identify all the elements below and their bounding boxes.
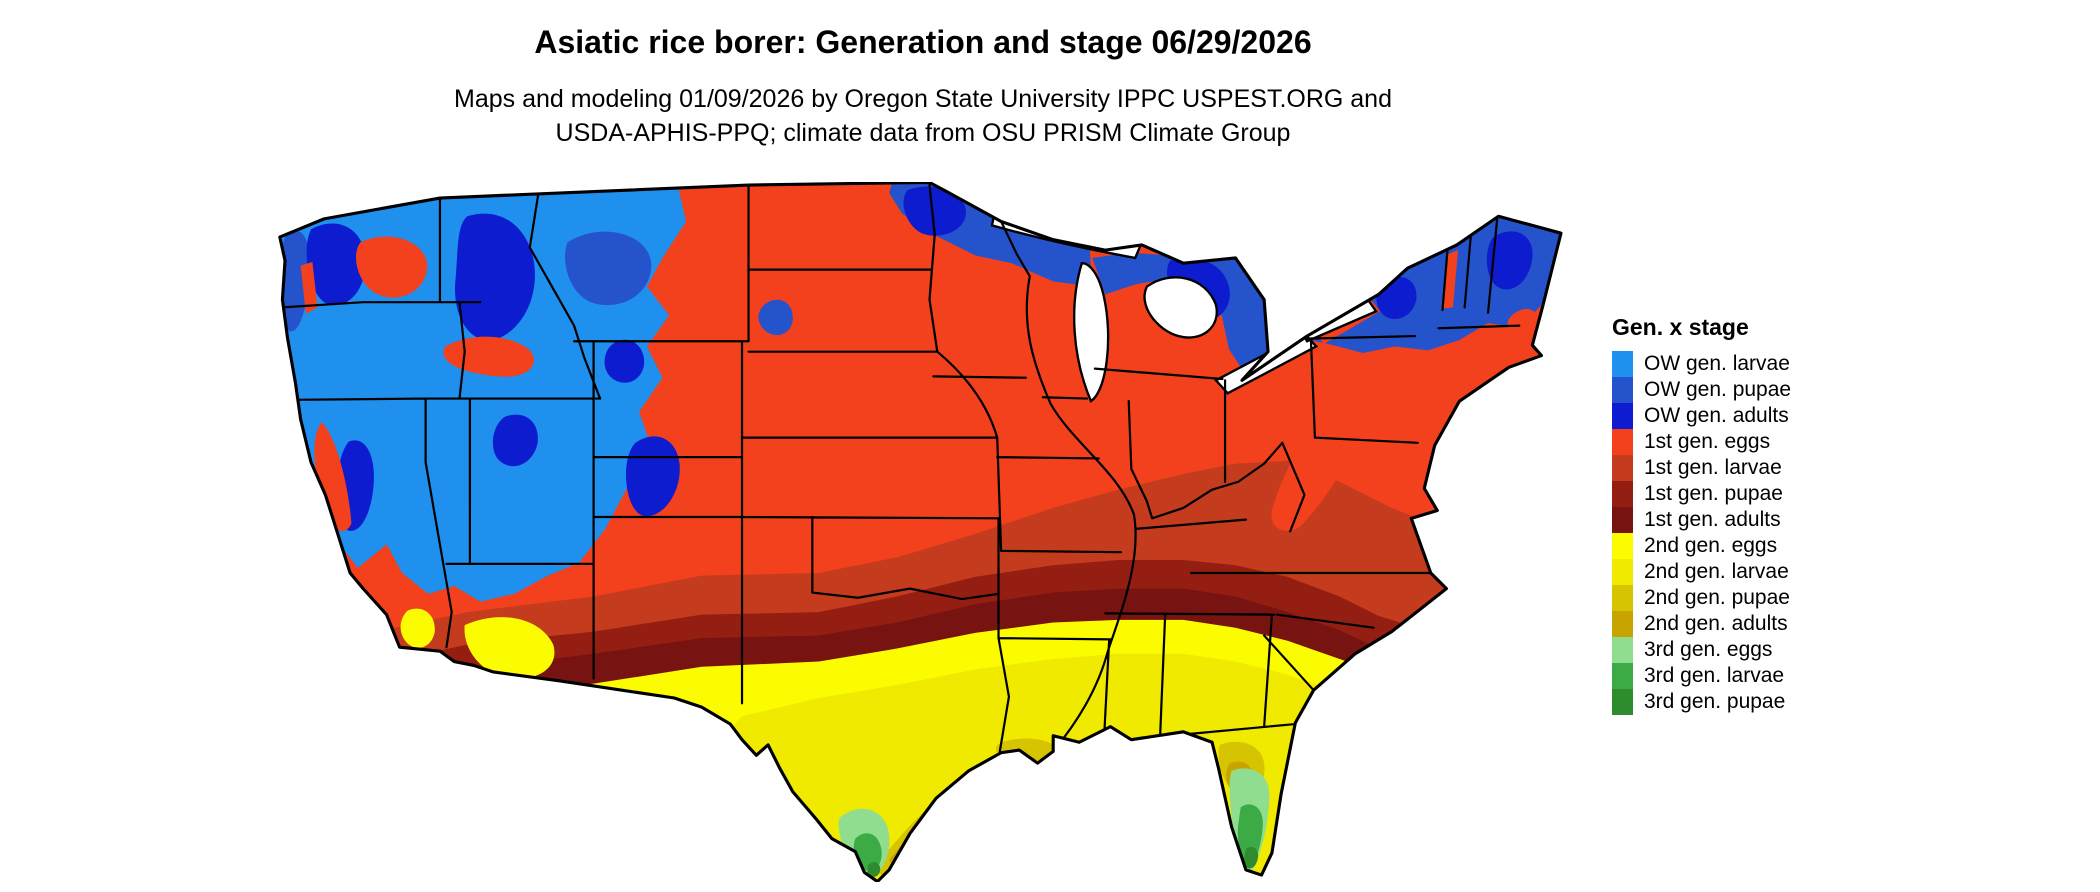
legend-item-label: 3rd gen. larvae <box>1644 664 1785 687</box>
legend-item-label: 2nd gen. eggs <box>1644 534 1778 557</box>
legend-item-label: 1st gen. adults <box>1644 508 1781 531</box>
legend-item-label: 2nd gen. larvae <box>1644 560 1789 583</box>
legend-items: OW gen. larvae OW gen. pupae OW gen. adult… <box>1612 351 1791 715</box>
legend-swatch-ow_adults <box>1612 403 1633 429</box>
legend-swatch-ow_larvae <box>1612 351 1633 377</box>
legend-item-label: OW gen. adults <box>1644 404 1789 427</box>
stage-region-appalachian-orange <box>1271 389 1368 531</box>
page-title: Asiatic rice borer: Generation and stage… <box>534 24 1312 60</box>
legend-swatch-g2_pupae <box>1612 585 1633 611</box>
legend-swatch-g1_larvae <box>1612 455 1633 481</box>
legend-swatch-g2_larvae <box>1612 559 1633 585</box>
us-generation-stage-map <box>272 182 1574 882</box>
legend-item: OW gen. pupae <box>1612 377 1791 403</box>
legend-item-label: 2nd gen. pupae <box>1644 586 1790 609</box>
legend-item-label: OW gen. larvae <box>1644 352 1790 375</box>
stage-region-1st-eggs-warm-patches <box>300 236 1539 532</box>
legend-item: 2nd gen. larvae <box>1612 559 1791 585</box>
legend-item: 2nd gen. eggs <box>1612 533 1791 559</box>
legend-item-label: 2nd gen. adults <box>1644 612 1788 635</box>
us-map-svg <box>278 182 1563 882</box>
legend-item-label: 1st gen. eggs <box>1644 430 1771 453</box>
legend-swatch-g1_eggs <box>1612 429 1633 455</box>
legend-swatch-g3_pupae <box>1612 689 1633 715</box>
legend-item: 1st gen. eggs <box>1612 429 1791 455</box>
legend-swatch-g1_adults <box>1612 507 1633 533</box>
legend-item: 3rd gen. pupae <box>1612 689 1791 715</box>
legend-item-label: 1st gen. larvae <box>1644 456 1782 479</box>
legend-item-label: OW gen. pupae <box>1644 378 1792 401</box>
us-outline <box>278 182 1563 882</box>
stage-region-3rd-eggs-patches <box>838 768 1270 877</box>
legend-swatch-ow_pupae <box>1612 377 1633 403</box>
legend-item: 1st gen. pupae <box>1612 481 1791 507</box>
page-subtitle: Maps and modeling 01/09/2026 by Oregon S… <box>123 82 1723 150</box>
legend-item: OW gen. larvae <box>1612 351 1791 377</box>
legend-item: 1st gen. larvae <box>1612 455 1791 481</box>
legend-title: Gen. x stage <box>1612 314 1749 340</box>
legend-swatch-g3_larvae <box>1612 663 1633 689</box>
stage-region-3rd-pupae-patches <box>867 846 1259 877</box>
legend-swatch-g2_adults <box>1612 611 1633 637</box>
legend-item: 1st gen. adults <box>1612 507 1791 533</box>
stage-regions <box>279 182 1561 882</box>
legend-swatch-g1_pupae <box>1612 481 1633 507</box>
subtitle-line-1: Maps and modeling 01/09/2026 by Oregon S… <box>454 85 1392 113</box>
legend-item: OW gen. adults <box>1612 403 1791 429</box>
legend-item: 3rd gen. eggs <box>1612 637 1791 663</box>
stage-region-ow-pupae-northeast <box>889 182 1561 376</box>
legend: Gen. x stage OW gen. larvae OW gen. pupae… <box>1612 314 1791 715</box>
legend-item: 2nd gen. pupae <box>1612 585 1791 611</box>
legend-item-label: 1st gen. pupae <box>1644 482 1783 505</box>
legend-item-label: 3rd gen. eggs <box>1644 638 1773 661</box>
legend-item-label: 3rd gen. pupae <box>1644 690 1786 713</box>
legend-item: 2nd gen. adults <box>1612 611 1791 637</box>
legend-swatch-g2_eggs <box>1612 533 1633 559</box>
stage-region-2nd-eggs-desert-patches <box>400 608 555 679</box>
state-borders <box>281 183 1521 753</box>
legend-swatch-g3_eggs <box>1612 637 1633 663</box>
subtitle-line-2: USDA-APHIS-PPQ; climate data from OSU PR… <box>555 119 1291 147</box>
legend-item: 3rd gen. larvae <box>1612 663 1791 689</box>
